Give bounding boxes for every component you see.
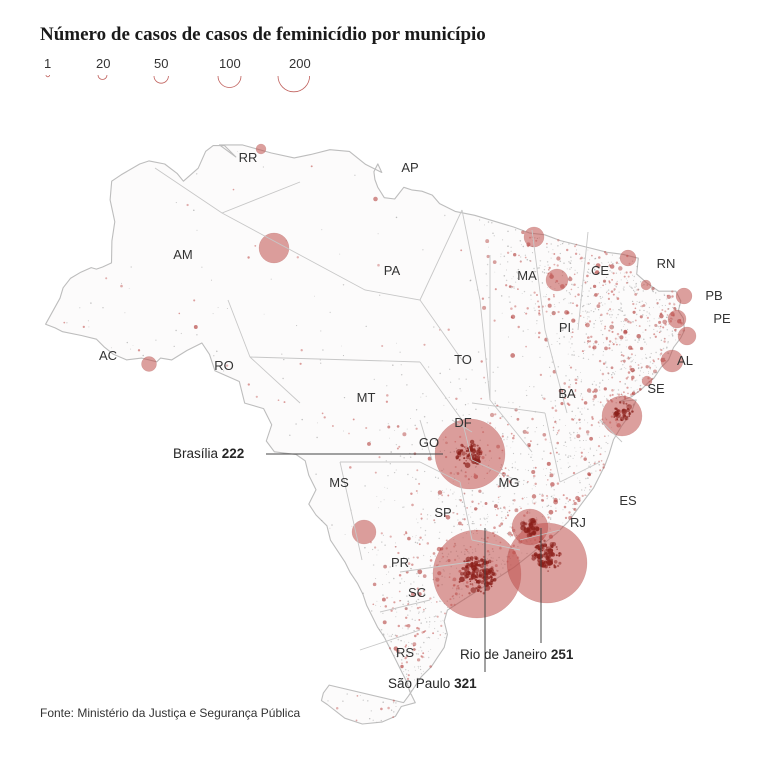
svg-text:MA: MA	[517, 268, 537, 283]
svg-text:AM: AM	[173, 247, 193, 262]
svg-text:PI: PI	[559, 320, 571, 335]
svg-text:RN: RN	[657, 256, 676, 271]
svg-text:RS: RS	[396, 645, 414, 660]
svg-text:AC: AC	[99, 348, 117, 363]
svg-text:TO: TO	[454, 352, 472, 367]
svg-text:CE: CE	[591, 263, 609, 278]
svg-text:MG: MG	[499, 475, 520, 490]
svg-text:MS: MS	[329, 475, 349, 490]
svg-text:RO: RO	[214, 358, 234, 373]
svg-text:AP: AP	[401, 160, 418, 175]
svg-text:PE: PE	[713, 311, 731, 326]
svg-text:Rio de Janeiro 251: Rio de Janeiro 251	[460, 647, 574, 662]
svg-text:PB: PB	[705, 288, 722, 303]
svg-text:Brasília 222: Brasília 222	[173, 446, 244, 461]
svg-text:São Paulo 321: São Paulo 321	[388, 676, 477, 691]
svg-text:BA: BA	[558, 386, 576, 401]
svg-text:SE: SE	[647, 381, 665, 396]
svg-text:SP: SP	[434, 505, 451, 520]
svg-text:AL: AL	[677, 353, 693, 368]
svg-text:PR: PR	[391, 555, 409, 570]
svg-text:RR: RR	[239, 150, 258, 165]
svg-text:RJ: RJ	[570, 515, 586, 530]
svg-text:PA: PA	[384, 263, 401, 278]
svg-text:ES: ES	[619, 493, 637, 508]
svg-text:SC: SC	[408, 585, 426, 600]
svg-text:DF: DF	[454, 415, 471, 430]
svg-text:MT: MT	[357, 390, 376, 405]
svg-text:GO: GO	[419, 435, 439, 450]
